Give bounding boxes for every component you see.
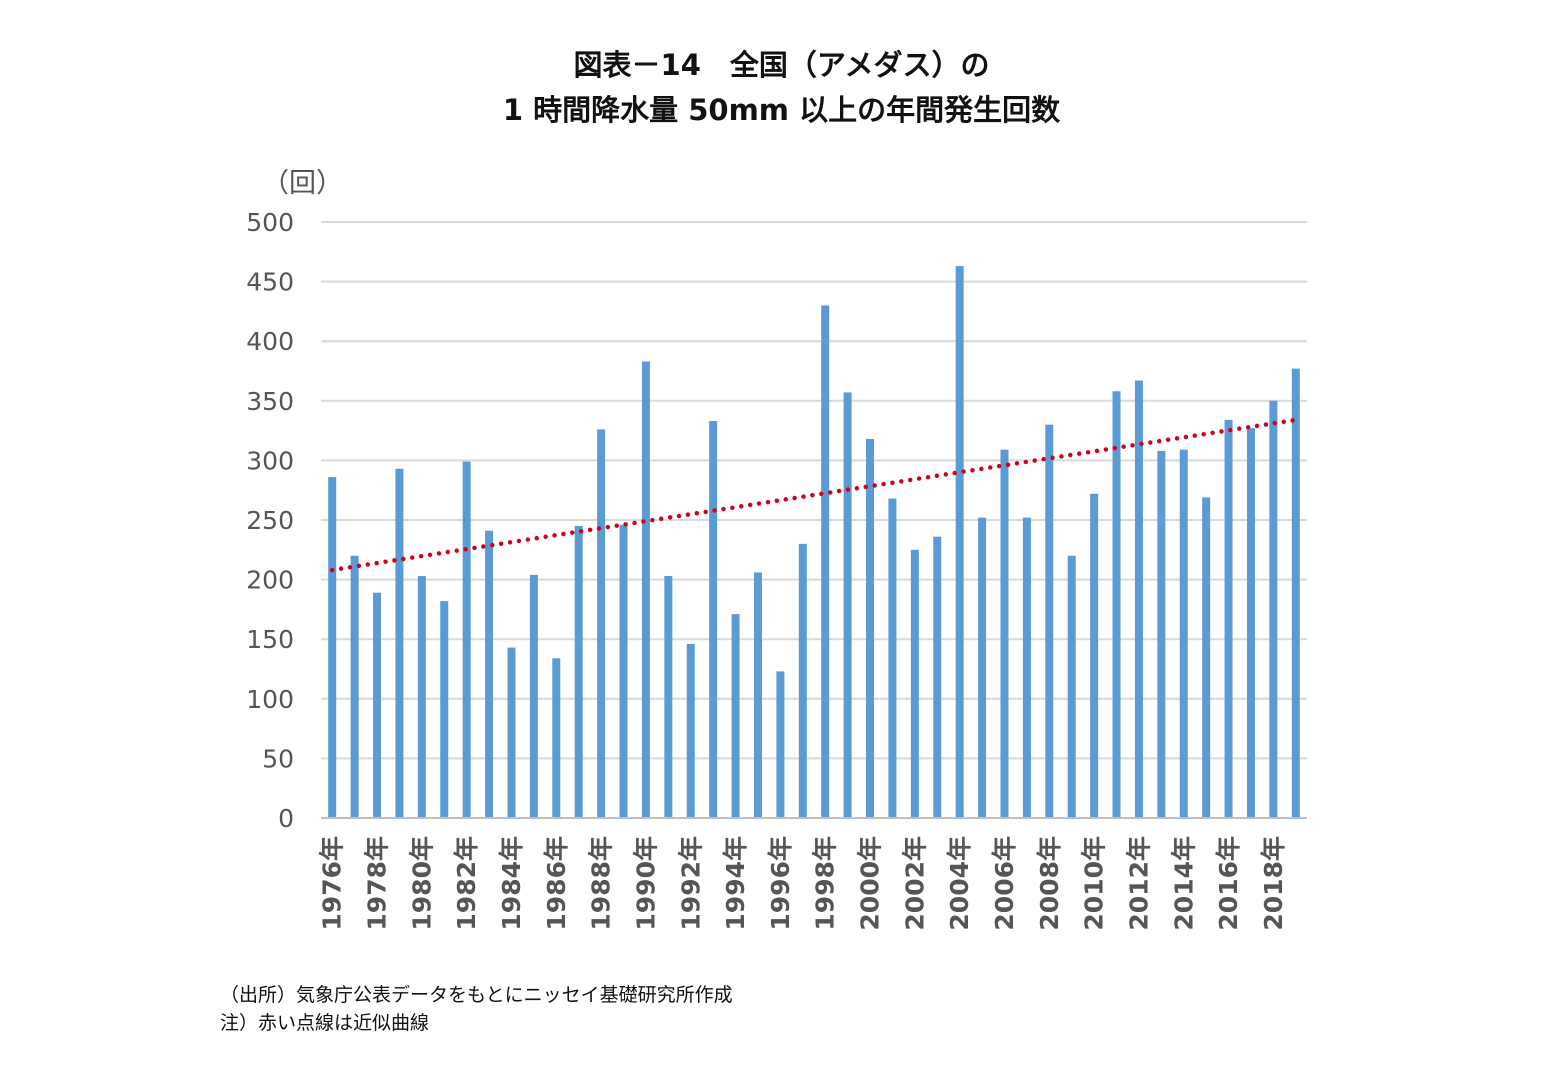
bar-2012年: [1134, 380, 1143, 818]
trendline-dotted: [329, 417, 1299, 573]
bar-1995年: [753, 572, 762, 818]
bar-2018年: [1269, 400, 1278, 818]
trendline: [329, 417, 1299, 573]
x-tick-label-2010年: 2010年: [1080, 836, 1109, 931]
bar-1986年: [552, 658, 561, 818]
bar-1994年: [731, 614, 740, 818]
bar-1987年: [574, 525, 583, 818]
x-tick-label-2004年: 2004年: [945, 836, 974, 931]
axes: 0 50 100 150 200 250 300 350 400 450 500 1976年 1978年…: [246, 208, 1307, 931]
y-tick-label-500: 500: [246, 208, 294, 237]
chart-title-line1: 図表－14 全国（アメダス）の: [573, 48, 990, 82]
bar-1983年: [485, 530, 494, 818]
y-tick-label-150: 150: [246, 625, 294, 654]
x-tick-label-2018年: 2018年: [1259, 836, 1288, 931]
bar-1992年: [686, 643, 695, 818]
x-tick-label-1986年: 1986年: [542, 836, 571, 931]
y-tick-label-450: 450: [246, 268, 294, 297]
x-tick-label-2002年: 2002年: [900, 836, 929, 931]
bar-2002年: [910, 549, 919, 818]
bar-1985年: [529, 574, 538, 818]
bar-1989年: [619, 524, 628, 818]
bar-1993年: [709, 421, 718, 818]
bar-2015年: [1202, 497, 1211, 818]
bar-2000年: [866, 438, 875, 818]
chart-title-line2: 1 時間降水量 50mm 以上の年間発生回数: [502, 93, 1061, 127]
source-note: （出所）気象庁公表データをもとにニッセイ基礎研究所作成: [220, 984, 733, 1006]
y-axis-label: （回）: [262, 168, 343, 199]
bar-1978年: [373, 592, 382, 818]
bar-1984年: [507, 647, 516, 818]
y-tick-label-350: 350: [246, 387, 294, 416]
bar-1997年: [798, 543, 807, 818]
bar-1982年: [462, 461, 471, 818]
bar-2001年: [888, 498, 897, 818]
bar-2009年: [1067, 555, 1076, 818]
bar-2011年: [1112, 391, 1121, 818]
bar-2014年: [1179, 449, 1188, 818]
x-tick-label-1992年: 1992年: [676, 836, 705, 931]
bars: [328, 266, 1300, 818]
bar-2016年: [1224, 419, 1233, 818]
x-tick-label-2014年: 2014年: [1169, 836, 1198, 931]
x-tick-label-1976年: 1976年: [318, 836, 347, 931]
y-tick-label-100: 100: [246, 685, 294, 714]
bar-2004年: [955, 266, 964, 818]
bar-2007年: [1022, 517, 1031, 818]
x-tick-label-2008年: 2008年: [1035, 836, 1064, 931]
bar-2006年: [1000, 449, 1009, 818]
x-tick-label-2012年: 2012年: [1124, 836, 1153, 931]
x-tick-label-1978年: 1978年: [363, 836, 392, 931]
x-tick-label-1998年: 1998年: [811, 836, 840, 931]
bar-1981年: [440, 601, 449, 818]
y-tick-label-50: 50: [262, 744, 294, 773]
x-tick-label-1990年: 1990年: [631, 836, 660, 931]
bar-1980年: [417, 576, 426, 818]
y-tick-label-0: 0: [278, 804, 294, 833]
bar-1999年: [843, 392, 852, 818]
bar-2008年: [1045, 424, 1054, 818]
bar-1976年: [328, 477, 337, 818]
bar-2013年: [1157, 450, 1166, 818]
bar-2005年: [978, 517, 987, 818]
x-tick-label-2006年: 2006年: [990, 836, 1019, 931]
x-tick-label-1984年: 1984年: [497, 836, 526, 931]
bar-1988年: [597, 429, 606, 818]
bar-1991年: [664, 576, 673, 818]
bar-2010年: [1090, 493, 1099, 818]
y-tick-label-200: 200: [246, 566, 294, 595]
bar-2017年: [1246, 428, 1255, 818]
x-tick-label-1980年: 1980年: [407, 836, 436, 931]
x-tick-label-1982年: 1982年: [452, 836, 481, 931]
bar-1998年: [821, 305, 830, 818]
bar-1990年: [641, 361, 650, 818]
y-tick-label-250: 250: [246, 506, 294, 535]
y-tick-label-400: 400: [246, 327, 294, 356]
bar-1977年: [350, 555, 359, 818]
y-tick-label-300: 300: [246, 446, 294, 475]
x-tick-label-1994年: 1994年: [721, 836, 750, 931]
bar-1979年: [395, 468, 404, 818]
bar-2019年: [1291, 368, 1300, 818]
x-tick-label-1988年: 1988年: [587, 836, 616, 931]
trend-note: 注）赤い点線は近似曲線: [220, 1012, 430, 1034]
x-tick-label-2000年: 2000年: [856, 836, 885, 931]
bar-2003年: [933, 536, 942, 818]
x-tick-label-2016年: 2016年: [1214, 836, 1243, 931]
bar-1996年: [776, 671, 785, 818]
x-tick-label-1996年: 1996年: [766, 836, 795, 931]
